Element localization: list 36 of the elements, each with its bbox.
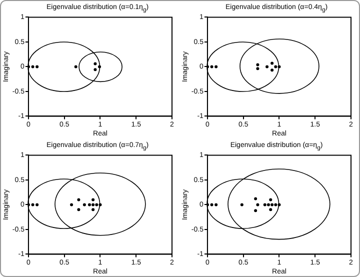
point: [263, 202, 266, 206]
point: [256, 202, 260, 206]
point: [77, 198, 80, 201]
point: [88, 202, 91, 206]
point: [214, 65, 218, 68]
point: [256, 67, 260, 70]
point: [31, 65, 34, 68]
point: [94, 68, 97, 72]
point: [77, 208, 80, 211]
point: [274, 65, 278, 68]
point: [36, 202, 39, 206]
point: [210, 202, 214, 206]
point: [266, 65, 269, 68]
point: [256, 63, 260, 66]
point: [210, 65, 214, 68]
point: [74, 65, 78, 68]
point: [70, 202, 74, 206]
point: [95, 202, 98, 206]
point: [270, 62, 274, 65]
point: [269, 208, 272, 211]
point: [274, 202, 278, 206]
point: [31, 202, 34, 206]
point: [269, 198, 272, 201]
point: [214, 202, 218, 206]
point: [270, 68, 274, 72]
point: [92, 208, 95, 211]
point: [254, 208, 258, 212]
point: [240, 202, 244, 206]
point: [92, 202, 95, 206]
point: [36, 65, 39, 68]
point: [94, 62, 97, 66]
point: [92, 198, 95, 201]
point: [270, 202, 274, 206]
point: [254, 196, 258, 200]
point: [266, 202, 270, 206]
point: [82, 202, 86, 206]
